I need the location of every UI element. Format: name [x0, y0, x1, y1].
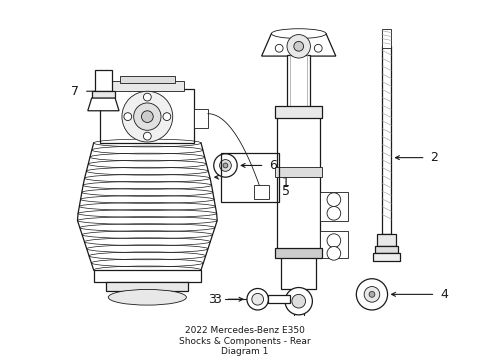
Bar: [275, 167, 322, 177]
Bar: [375, 246, 398, 253]
Circle shape: [287, 35, 311, 58]
Bar: [194, 109, 208, 129]
Text: 3: 3: [213, 293, 220, 306]
Circle shape: [327, 207, 341, 220]
Text: 6: 6: [270, 159, 277, 172]
Bar: [320, 192, 347, 221]
Bar: [382, 46, 392, 234]
Bar: [320, 231, 347, 258]
Bar: [287, 55, 311, 114]
Text: 5: 5: [282, 185, 290, 198]
Circle shape: [144, 93, 151, 101]
Bar: [275, 106, 322, 118]
Circle shape: [247, 288, 269, 310]
Circle shape: [292, 294, 306, 308]
Bar: [281, 255, 316, 289]
Bar: [277, 114, 320, 255]
Text: 3: 3: [208, 293, 216, 306]
Bar: [110, 81, 184, 91]
Text: 7: 7: [71, 85, 79, 98]
Circle shape: [356, 279, 388, 310]
Polygon shape: [262, 33, 336, 56]
Circle shape: [214, 154, 237, 177]
Bar: [100, 89, 194, 143]
Text: 2: 2: [431, 151, 439, 164]
Circle shape: [122, 91, 173, 142]
Bar: [120, 76, 175, 84]
Circle shape: [144, 132, 151, 140]
Bar: [269, 295, 290, 303]
Circle shape: [285, 288, 313, 315]
Polygon shape: [88, 98, 119, 111]
Bar: [95, 70, 112, 91]
Bar: [220, 153, 279, 202]
Circle shape: [252, 293, 264, 305]
Bar: [382, 29, 392, 48]
Circle shape: [275, 44, 283, 52]
Bar: [94, 270, 201, 282]
Circle shape: [327, 234, 341, 247]
Bar: [106, 282, 188, 292]
Bar: [373, 253, 400, 261]
Text: 4: 4: [441, 288, 448, 301]
Circle shape: [142, 111, 153, 122]
Ellipse shape: [271, 29, 326, 39]
Circle shape: [327, 193, 341, 207]
Text: 1: 1: [282, 176, 290, 189]
Circle shape: [134, 103, 161, 130]
Circle shape: [369, 292, 375, 297]
Circle shape: [364, 287, 380, 302]
Circle shape: [220, 159, 231, 171]
Bar: [254, 185, 270, 199]
Bar: [377, 234, 396, 246]
Text: 2022 Mercedes-Benz E350
Shocks & Components - Rear
Diagram 1: 2022 Mercedes-Benz E350 Shocks & Compone…: [179, 326, 311, 356]
Circle shape: [223, 163, 228, 168]
Circle shape: [124, 113, 132, 121]
Bar: [92, 91, 115, 98]
Circle shape: [327, 247, 341, 260]
Circle shape: [315, 44, 322, 52]
Circle shape: [163, 113, 171, 121]
Circle shape: [294, 41, 304, 51]
Ellipse shape: [108, 289, 186, 305]
Bar: [275, 248, 322, 258]
